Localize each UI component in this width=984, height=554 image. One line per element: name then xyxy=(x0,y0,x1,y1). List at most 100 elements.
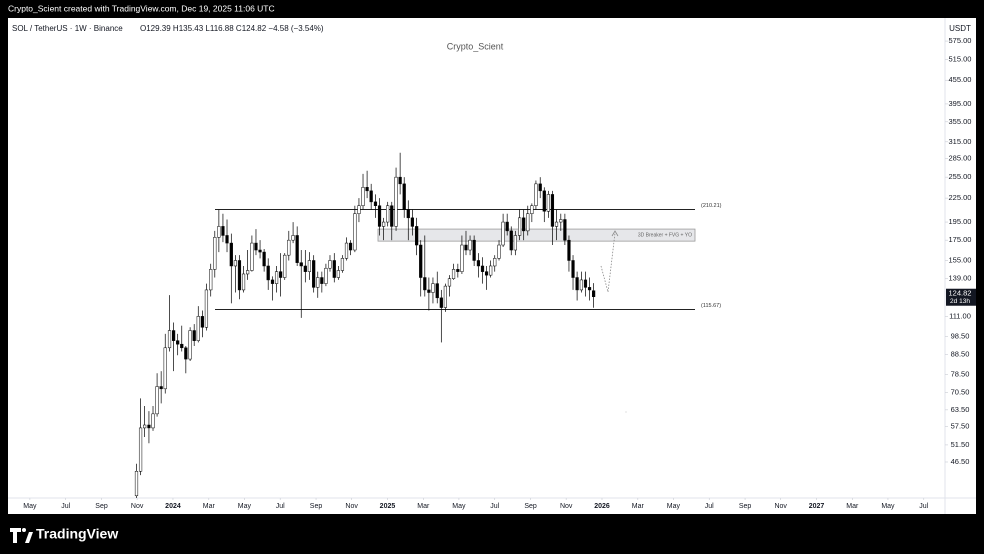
candle-body xyxy=(357,205,361,214)
candle-body xyxy=(340,258,345,271)
x-tick-label: Sep xyxy=(739,503,752,510)
x-tick-label: Mar xyxy=(417,503,430,510)
candle-body xyxy=(312,260,316,288)
candle-body xyxy=(134,470,139,497)
candle-body xyxy=(369,190,373,203)
y-tick-label: 225.00 xyxy=(949,193,972,202)
candle-body xyxy=(373,201,378,206)
candle-body xyxy=(583,279,588,288)
candle-body xyxy=(480,265,485,272)
y-tick-label: 175.00 xyxy=(949,235,972,244)
candle-body xyxy=(221,226,225,236)
candle-body xyxy=(464,244,468,251)
x-tick-label: May xyxy=(23,503,37,510)
candle-body xyxy=(184,347,188,360)
candle-body xyxy=(172,330,176,341)
x-tick-label: Nov xyxy=(560,503,573,510)
candle-body xyxy=(324,267,328,284)
projection-arrowhead xyxy=(611,230,619,237)
candle-body xyxy=(554,221,559,227)
ohlc-legend: O129.39 H135.43 L116.88 C124.82 −4.58 (−… xyxy=(140,24,324,33)
brand-logo-dot xyxy=(22,528,26,532)
candle-body xyxy=(451,269,456,279)
candle-body xyxy=(382,221,386,227)
candle-body xyxy=(443,285,447,308)
candle-body xyxy=(423,277,427,291)
brand-name: TradingView xyxy=(36,526,118,542)
x-tick-label: Nov xyxy=(345,503,358,510)
candle-body xyxy=(546,194,550,212)
candle-body xyxy=(468,239,472,251)
candle-body xyxy=(567,239,571,261)
candle-body xyxy=(151,413,155,429)
candle-body xyxy=(493,258,497,267)
x-tick-label: Nov xyxy=(131,503,144,510)
candle-body xyxy=(439,297,443,308)
candle-body xyxy=(167,330,172,349)
candle-body xyxy=(534,183,538,206)
candle-body xyxy=(559,219,563,223)
y-tick-label: 70.50 xyxy=(951,387,970,396)
candle-body xyxy=(435,283,439,299)
candle-body xyxy=(176,340,180,345)
candle-body xyxy=(241,273,246,291)
candle-body xyxy=(419,244,423,278)
currency: USDT xyxy=(949,24,971,33)
candle-body xyxy=(509,230,513,251)
last-price-box xyxy=(946,288,976,306)
x-tick-label: Mar xyxy=(203,503,216,510)
x-tick-label: 2026 xyxy=(594,503,610,510)
candle-body xyxy=(406,209,410,219)
candle-body xyxy=(427,289,431,293)
candle-body xyxy=(299,262,303,267)
projection-sketch xyxy=(600,232,616,293)
candle-body xyxy=(530,205,534,214)
level-label: (115.67) xyxy=(701,303,721,309)
candle-body xyxy=(274,271,279,284)
candle-body xyxy=(550,194,555,227)
candle-body xyxy=(571,260,575,278)
x-tick-label: May xyxy=(238,503,252,510)
y-tick-label: 98.50 xyxy=(951,331,970,340)
candle-body xyxy=(320,277,324,284)
candle-body xyxy=(522,217,526,232)
candle-body xyxy=(213,237,217,270)
y-tick-label: 111.00 xyxy=(949,311,971,320)
candle-body xyxy=(196,316,200,341)
candle-body xyxy=(472,239,476,261)
candle-body xyxy=(279,271,283,278)
candle-body xyxy=(180,343,184,349)
candle-body xyxy=(579,279,583,291)
y-tick-label: 455.00 xyxy=(949,75,972,84)
candle-body xyxy=(225,235,229,244)
y-tick-label: 57.50 xyxy=(951,421,970,430)
level-label: (210.21) xyxy=(701,203,722,209)
candle-body xyxy=(287,239,291,256)
candle-body xyxy=(402,183,406,210)
candle-body xyxy=(283,254,287,278)
candle-body xyxy=(237,260,242,291)
candle-body xyxy=(377,205,382,227)
x-tick-label: Mar xyxy=(632,503,645,510)
candle-body xyxy=(254,242,258,251)
x-tick-label: May xyxy=(452,503,466,510)
x-tick-label: Jul xyxy=(705,503,714,510)
axes: 575.00 515.00 455.00 395.00 355.00 315.00 285.… xyxy=(23,36,976,510)
y-tick-label: 355.00 xyxy=(949,117,972,126)
candle-body xyxy=(410,217,414,227)
candle-body xyxy=(456,269,460,272)
candle-body xyxy=(390,205,394,227)
x-tick-label: 2027 xyxy=(809,503,825,510)
candle-body xyxy=(204,289,209,328)
candle-body xyxy=(415,226,419,246)
y-tick-label: 63.50 xyxy=(951,405,970,414)
candle-body xyxy=(138,427,143,472)
candle-body xyxy=(307,260,311,272)
candle-body xyxy=(484,271,489,276)
last-price: 124.82 xyxy=(949,289,972,298)
candle-body xyxy=(147,424,151,429)
candle-body xyxy=(489,265,493,276)
candle-body xyxy=(394,176,398,227)
candle-body xyxy=(592,290,596,297)
